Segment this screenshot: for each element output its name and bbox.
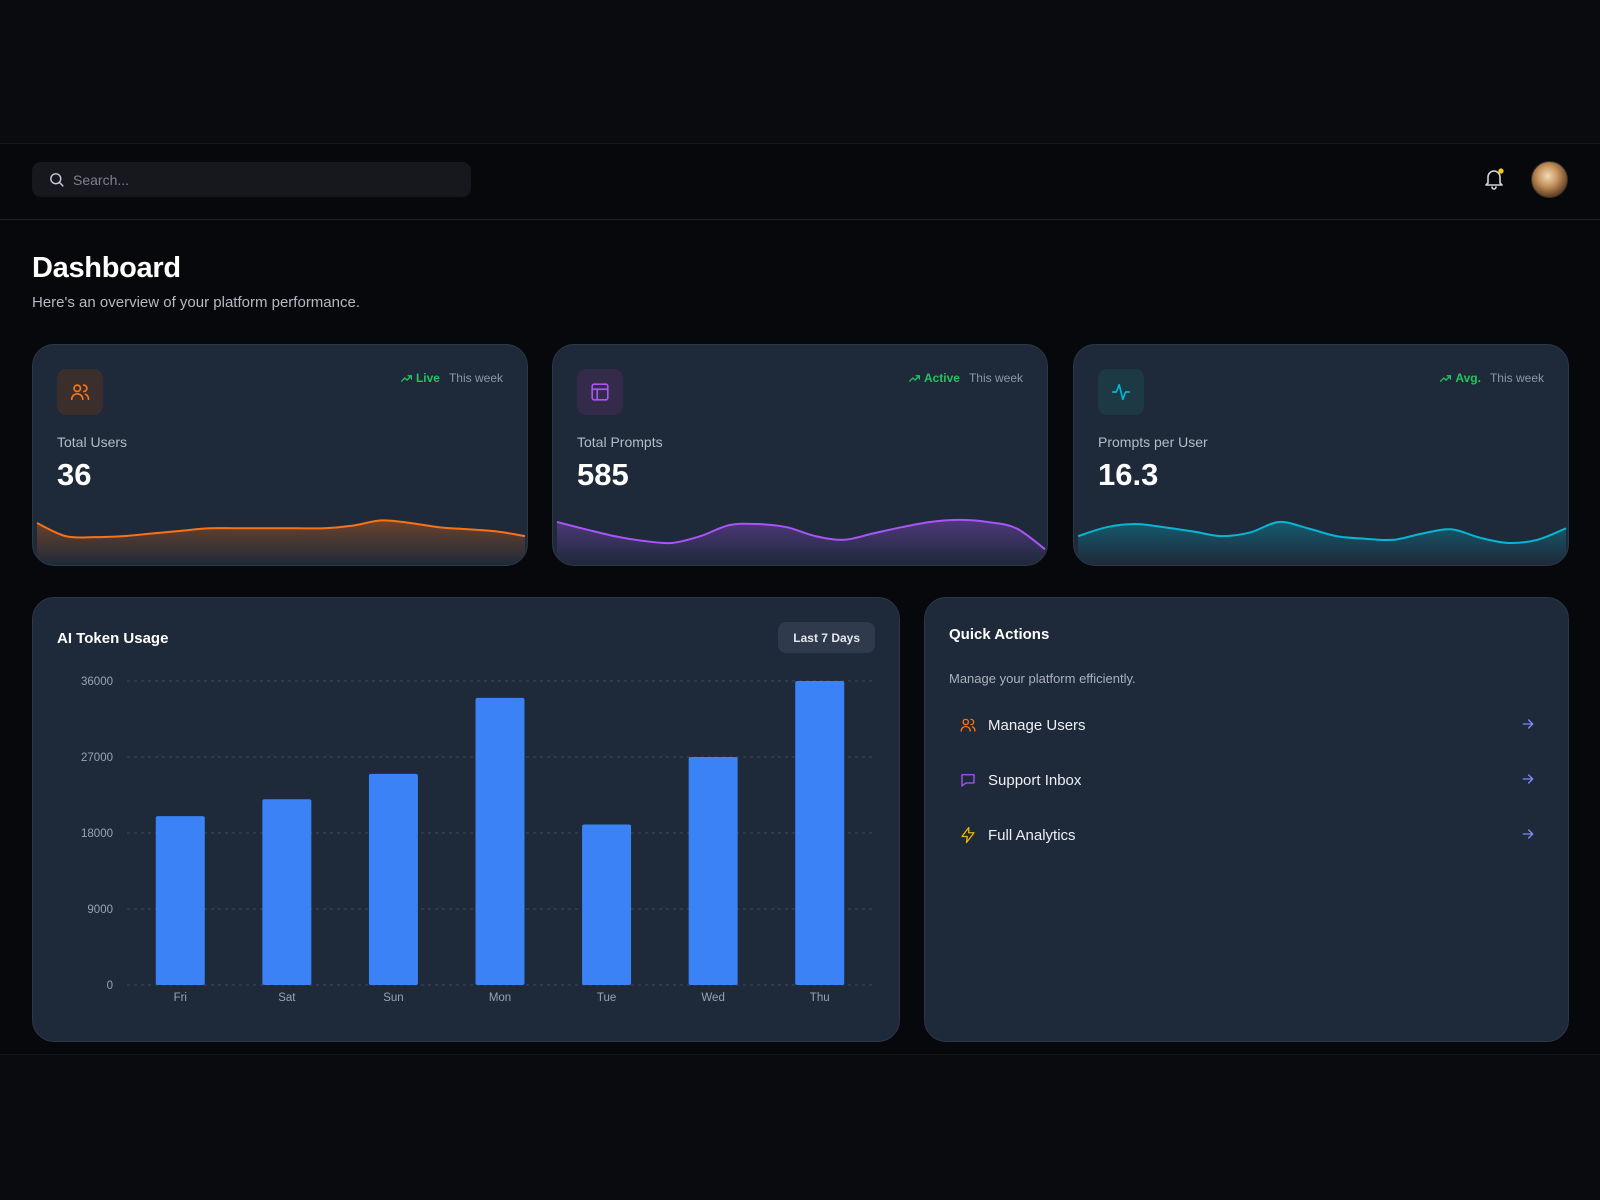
quick-actions-card: Quick Actions Manage your platform effic…: [924, 597, 1569, 1042]
quick-actions-title: Quick Actions: [949, 626, 1050, 643]
sparkline-line: [36, 519, 526, 539]
trending-up-icon: [1440, 374, 1452, 382]
x-tick-label: Mon: [489, 992, 511, 1004]
y-tick-label: 9000: [87, 904, 113, 916]
x-tick-label: Sun: [383, 992, 403, 1004]
stat-card-prompts-per-user: Avg. This week Prompts per User 16.3: [1073, 344, 1569, 566]
x-tick-label: Sat: [278, 992, 296, 1004]
y-tick-label: 0: [107, 980, 113, 992]
bar-wed[interactable]: [688, 757, 738, 985]
arrow-right-icon: [1522, 719, 1534, 729]
trend-indicator: Avg. This week: [1439, 371, 1544, 385]
sparkline: [36, 519, 526, 565]
stat-label: Prompts per User: [1098, 434, 1208, 450]
sparkline-line: [556, 518, 1046, 551]
trend-period: This week: [1489, 371, 1544, 385]
token-usage-card: 0 9000 18000 27000 36000 Fri Sat Sun Mon Tue Wed Th…: [32, 597, 900, 1042]
sparkline-area: [1078, 521, 1566, 565]
y-tick-label: 36000: [81, 676, 113, 688]
bar-mon[interactable]: [475, 697, 525, 985]
trend-period: This week: [448, 371, 503, 385]
users-icon: [70, 384, 90, 401]
sparkline-line: [1077, 520, 1567, 545]
sparkline-area: [37, 520, 525, 565]
x-tick-label: Fri: [174, 992, 187, 1004]
avatar[interactable]: [1531, 161, 1568, 198]
stat-icon-box: [577, 369, 623, 415]
search-input[interactable]: [73, 171, 433, 188]
quick-action-label: Support Inbox: [988, 771, 1082, 789]
page-subtitle: Here's an overview of your platform perf…: [32, 294, 361, 311]
y-tick-label: 18000: [81, 828, 113, 840]
trend-indicator: Active This week: [908, 371, 1023, 385]
bar-tue[interactable]: [582, 824, 632, 985]
trend-tag: Live: [415, 371, 440, 385]
trend-tag: Active: [923, 371, 960, 385]
trending-up-icon: [400, 374, 412, 382]
activity-icon: [1111, 383, 1131, 401]
bell-icon[interactable]: [1482, 166, 1506, 192]
stat-value: 36: [57, 457, 92, 492]
search-icon: [50, 173, 64, 187]
trending-up-icon: [908, 374, 920, 382]
bar-sat[interactable]: [262, 799, 312, 985]
arrow-right-icon: [1522, 774, 1534, 784]
stat-value: 16.3: [1098, 457, 1159, 492]
quick-action-label: Manage Users: [988, 716, 1086, 734]
page-title: Dashboard: [32, 252, 181, 284]
quick-action-label: Full Analytics: [988, 826, 1076, 844]
bar-fri[interactable]: [155, 816, 205, 985]
x-tick-label: Tue: [597, 992, 616, 1004]
sparkline-area: [557, 519, 1045, 565]
bar-sun[interactable]: [368, 773, 418, 985]
topbar: [0, 144, 1600, 220]
arrow-right-icon: [1522, 829, 1534, 839]
layout-icon: [591, 383, 609, 401]
search-bar[interactable]: [32, 162, 471, 197]
quick-action-manage-users[interactable]: Manage Users: [949, 703, 1546, 747]
sparkline: [556, 518, 1046, 565]
message-square-icon: [959, 771, 977, 789]
stat-label: Total Users: [57, 434, 128, 450]
chart-title: AI Token Usage: [57, 630, 169, 647]
stat-icon-box: [57, 369, 103, 415]
zap-icon: [959, 826, 977, 844]
token-usage-chart: 0 9000 18000 27000 36000 Fri Sat Sun Mon Tue Wed Th…: [81, 676, 873, 1004]
trend-tag: Avg.: [1455, 371, 1481, 385]
date-range-button[interactable]: Last 7 Days: [778, 622, 875, 653]
x-tick-label: Thu: [810, 992, 830, 1004]
y-tick-label: 27000: [81, 752, 113, 764]
app-frame: Dashboard Here's an overview of your pla…: [0, 143, 1600, 1055]
trend-indicator: Live This week: [400, 371, 503, 385]
trend-period: This week: [968, 371, 1023, 385]
notification-dot: [1498, 168, 1504, 174]
stat-label: Total Prompts: [577, 434, 663, 450]
stat-card-total-prompts: Active This week Total Prompts 585: [552, 344, 1048, 566]
quick-actions-subtitle: Manage your platform efficiently.: [949, 671, 1136, 686]
stat-card-total-users: Live This week Total Users 36: [32, 344, 528, 566]
stat-icon-box: [1098, 369, 1144, 415]
quick-action-support-inbox[interactable]: Support Inbox: [949, 758, 1546, 802]
stat-value: 585: [577, 457, 629, 492]
x-tick-label: Wed: [701, 992, 724, 1004]
sparkline: [1077, 520, 1567, 565]
quick-action-full-analytics[interactable]: Full Analytics: [949, 813, 1546, 857]
users-icon: [959, 716, 977, 734]
bar-thu[interactable]: [795, 681, 845, 985]
